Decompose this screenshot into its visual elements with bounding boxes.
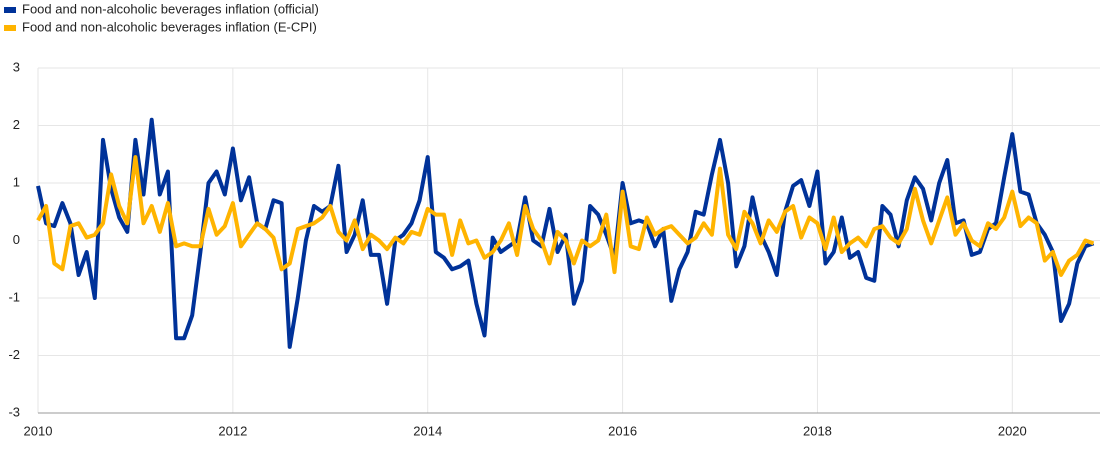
y-tick-label: -2 xyxy=(8,347,20,362)
legend-label: Food and non-alcoholic beverages inflati… xyxy=(22,19,317,34)
y-tick-label: 0 xyxy=(13,232,20,247)
y-tick-label: 2 xyxy=(13,117,20,132)
x-tick-label: 2018 xyxy=(803,423,832,438)
legend-label: Food and non-alcoholic beverages inflati… xyxy=(22,1,319,16)
x-tick-label: 2012 xyxy=(218,423,247,438)
series-line xyxy=(36,155,1095,277)
y-tick-label: 1 xyxy=(13,174,20,189)
series-line xyxy=(36,117,1095,349)
y-tick-label: 3 xyxy=(13,59,20,74)
legend-swatch xyxy=(4,25,16,31)
x-tick-label: 2014 xyxy=(413,423,442,438)
x-tick-label: 2020 xyxy=(998,423,1027,438)
legend-swatch xyxy=(4,7,16,13)
x-tick-label: 2016 xyxy=(608,423,637,438)
y-tick-label: -3 xyxy=(8,404,20,419)
x-tick-label: 2010 xyxy=(24,423,53,438)
y-tick-label: -1 xyxy=(8,289,20,304)
